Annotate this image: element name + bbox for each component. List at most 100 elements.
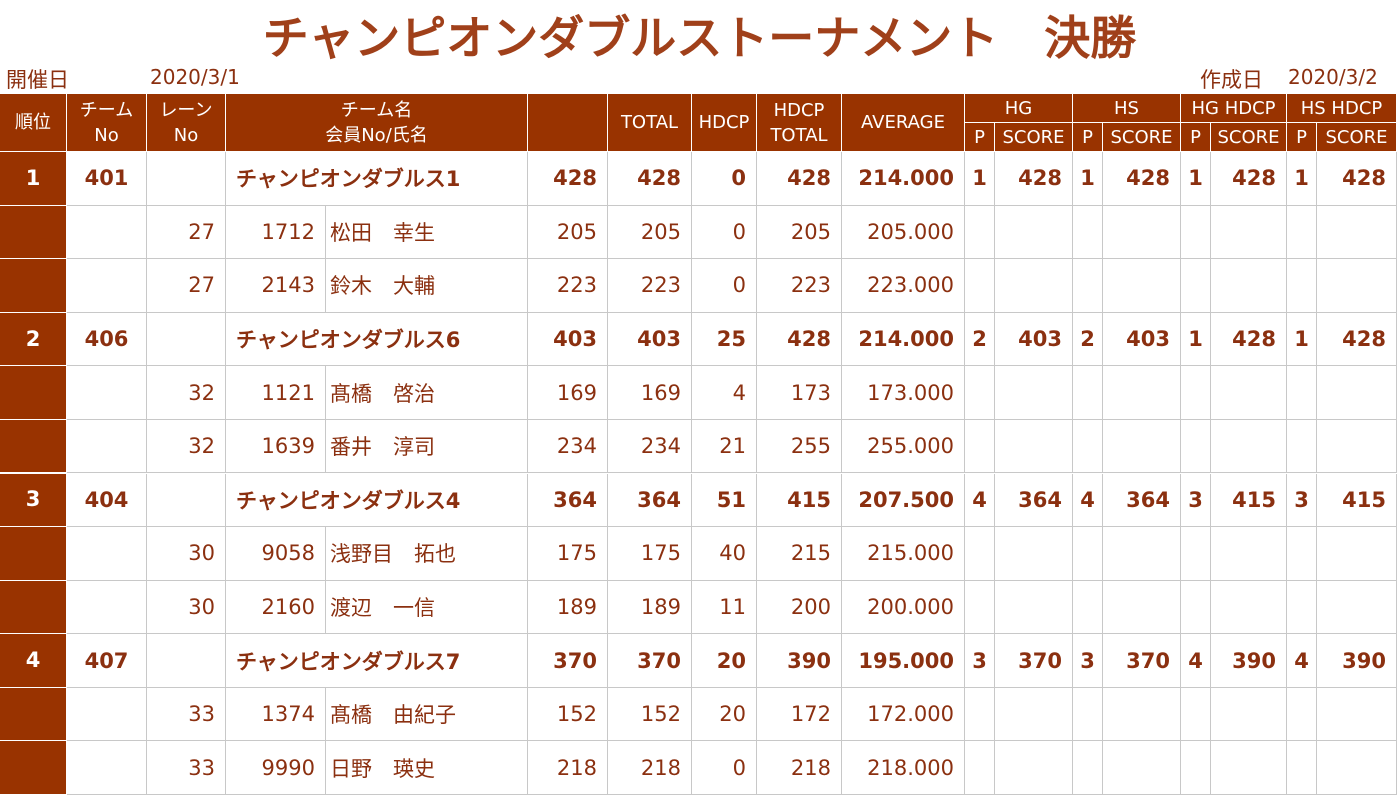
team-name: チャンピオンダブルス1 <box>226 152 528 206</box>
cell <box>67 205 147 260</box>
title: チャンピオンダブルストーナメント 決勝 <box>262 11 1137 65</box>
score: 364 <box>1103 473 1181 528</box>
cell <box>1073 419 1103 474</box>
lane: 27 <box>147 259 226 313</box>
cell <box>1103 580 1181 635</box>
cell <box>1103 366 1181 420</box>
lane: 30 <box>147 527 226 581</box>
text: 223 <box>790 273 831 298</box>
member-hdcp_total: 255 <box>757 419 842 474</box>
text: 390 <box>1342 648 1386 673</box>
team-name: チャンピオンダブルス4 <box>226 473 528 528</box>
cell <box>965 205 995 260</box>
text: 3 <box>1080 648 1095 673</box>
text: 32 <box>188 380 215 405</box>
text: P <box>1082 126 1093 148</box>
place: 3 <box>965 634 995 688</box>
cell <box>1317 366 1397 420</box>
rank-cell: 3 <box>0 473 67 528</box>
cell <box>995 419 1073 474</box>
score: 415 <box>1211 473 1287 528</box>
cell <box>995 259 1073 313</box>
text: 1 <box>25 165 41 190</box>
cell <box>1287 527 1317 581</box>
cell <box>67 687 147 742</box>
held-label: 開催日 <box>6 68 69 92</box>
text: 428 <box>553 166 597 191</box>
cell <box>1287 580 1317 635</box>
cell <box>1181 527 1211 581</box>
text: 0 <box>732 755 746 780</box>
member-hdcp_total: 218 <box>757 741 842 795</box>
header-cell: AVERAGE <box>842 94 965 152</box>
member-name: 浅野目 拓也 <box>326 527 528 581</box>
rank-cell <box>0 527 67 581</box>
text: 3 <box>1294 487 1309 512</box>
text: 428 <box>787 166 831 191</box>
text: チーム名 <box>340 99 413 121</box>
text: 51 <box>716 487 746 512</box>
place: 1 <box>1181 312 1211 367</box>
member-no: 2160 <box>226 580 326 635</box>
text: HDCP <box>698 112 750 133</box>
text: 234 <box>556 434 597 459</box>
member-score: 169 <box>528 366 608 420</box>
cell <box>1103 419 1181 474</box>
rank-cell <box>0 687 67 742</box>
text: 205 <box>556 219 597 244</box>
cell <box>995 580 1073 635</box>
text: 152 <box>640 702 681 727</box>
text: 1 <box>972 166 987 191</box>
rank-cell <box>0 205 67 260</box>
cell <box>67 259 147 313</box>
team-total: 428 <box>608 152 692 206</box>
text: 0 <box>732 273 746 298</box>
text: 401 <box>84 166 129 191</box>
cell <box>1317 527 1397 581</box>
text: P <box>974 126 985 148</box>
score: 428 <box>995 152 1073 206</box>
cell <box>965 419 995 474</box>
text: 3 <box>972 648 987 673</box>
held-date: 2020/3/1 <box>150 65 240 89</box>
text: 鈴木 大輔 <box>330 274 435 299</box>
team-hdcp_total: 428 <box>757 312 842 367</box>
team-name: チャンピオンダブルス7 <box>226 634 528 688</box>
cell <box>1287 366 1317 420</box>
text: 415 <box>787 487 831 512</box>
rank-cell <box>0 741 67 795</box>
team-average: 214.000 <box>842 312 965 367</box>
member-name: 渡辺 一信 <box>326 580 528 635</box>
member-no: 2143 <box>226 259 326 313</box>
text: 172.000 <box>867 702 954 727</box>
text: 370 <box>553 648 597 673</box>
text: 髙橋 啓治 <box>330 381 435 406</box>
text: 0 <box>732 219 746 244</box>
text: 9990 <box>261 755 315 780</box>
text: 27 <box>188 219 215 244</box>
place: 1 <box>965 152 995 206</box>
cell <box>1211 366 1287 420</box>
header-group: HS <box>1073 94 1181 123</box>
text: 27 <box>188 273 215 298</box>
cell <box>1103 527 1181 581</box>
text: 364 <box>1018 487 1062 512</box>
text: 3 <box>25 487 41 512</box>
member-name: 松田 幸生 <box>326 205 528 260</box>
team-no: 407 <box>67 634 147 688</box>
text: 218.000 <box>867 755 954 780</box>
text: 415 <box>1232 487 1276 512</box>
cell <box>147 634 226 688</box>
cell <box>67 419 147 474</box>
text: SCORE <box>1325 126 1388 148</box>
text: 40 <box>719 541 746 566</box>
score: 415 <box>1317 473 1397 528</box>
text: チャンピオンダブルス7 <box>236 649 461 674</box>
text: 3 <box>1188 487 1203 512</box>
member-score: 205 <box>528 205 608 260</box>
cell <box>1073 741 1103 795</box>
header-group: HG <box>965 94 1073 123</box>
score: 403 <box>1103 312 1181 367</box>
rank-cell: 2 <box>0 312 67 367</box>
place: 3 <box>1287 473 1317 528</box>
